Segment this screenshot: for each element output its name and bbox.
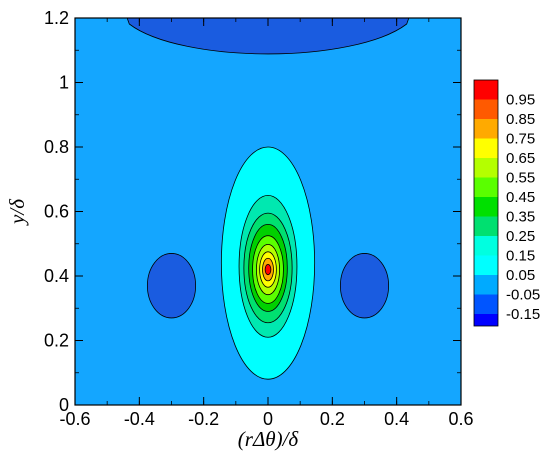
contour-region-peak-level-0.95	[264, 263, 272, 276]
colorbar-swatch	[474, 216, 498, 236]
colorbar-label: 0.45	[506, 189, 535, 206]
y-tick-label: 0	[59, 395, 69, 415]
plot-area	[75, 18, 461, 405]
colorbar-label: 0.05	[506, 267, 535, 284]
colorbar-swatch	[474, 236, 498, 256]
colorbar-label: 0.55	[506, 170, 535, 187]
x-axis-label: (rΔθ)/δ	[238, 427, 300, 451]
colorbar-label: 0.65	[506, 150, 535, 167]
colorbar-label: 0.15	[506, 248, 535, 265]
x-tick-label: 0.6	[448, 409, 473, 429]
colorbar-label: -0.05	[506, 287, 540, 304]
x-tick-label: -0.4	[124, 409, 155, 429]
y-tick-label: 0.8	[44, 137, 69, 157]
y-tick-label: 1	[59, 73, 69, 93]
colorbar-label: -0.15	[506, 306, 540, 323]
colorbar-swatch	[474, 197, 498, 217]
colorbar-swatch	[474, 255, 498, 275]
x-tick-label: 0.4	[384, 409, 409, 429]
colorbar-swatch	[474, 119, 498, 139]
y-axis-label: y/δ	[5, 198, 29, 226]
x-tick-label: 0	[263, 409, 273, 429]
colorbar-swatch	[474, 158, 498, 178]
contour-region-top-band	[126, 18, 410, 55]
x-tick-label: -0.6	[59, 409, 90, 429]
colorbar-swatch	[474, 138, 498, 158]
colorbar-frame	[473, 79, 499, 327]
y-tick-label: 1.2	[44, 8, 69, 28]
colorbar-swatch	[474, 275, 498, 295]
y-tick-label: 0.6	[44, 202, 69, 222]
colorbar-swatch	[474, 80, 498, 100]
colorbar-label: 0.85	[506, 111, 535, 128]
colorbar-label: 0.25	[506, 228, 535, 245]
colorbar-legend: 0.95 0.85 0.75 0.65 0.55 0.45 0.35 0.25 0.15 0.05…	[473, 79, 540, 327]
colorbar-swatch	[474, 314, 498, 326]
y-tick-label: 0.2	[44, 331, 69, 351]
contour-region-right-lobe	[339, 253, 390, 319]
colorbar-label: 0.95	[506, 92, 535, 109]
y-tick-label: 0.4	[44, 266, 69, 286]
x-tick-label: -0.2	[188, 409, 219, 429]
contour-region-left-lobe	[146, 253, 197, 319]
colorbar-swatch	[474, 294, 498, 314]
axes: -0.6 -0.4 -0.2 0 0.2 0.4 0.6 0 0.2 0.4 0.6 0.8 1 1.2	[44, 8, 474, 429]
x-tick-label: 0.2	[320, 409, 345, 429]
colorbar-swatch	[474, 177, 498, 197]
colorbar-swatch	[474, 99, 498, 119]
colorbar-label: 0.35	[506, 209, 535, 226]
colorbar-label: 0.75	[506, 131, 535, 148]
